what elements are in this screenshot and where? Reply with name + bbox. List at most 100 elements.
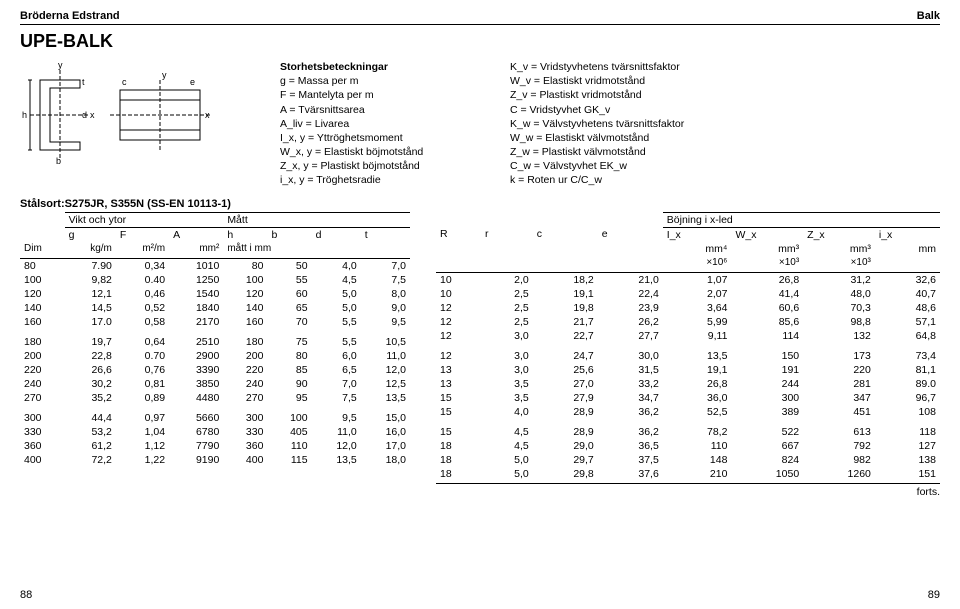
table-cell: 180 [20, 335, 65, 349]
legend-r1: W_v = Elastiskt vridmotstånd [510, 74, 770, 88]
table-cell: 50 [267, 258, 311, 273]
table-cell: 1,04 [116, 425, 169, 439]
legend-title: Storhetsbeteckningar [280, 60, 510, 74]
table-cell: 19,8 [533, 301, 598, 315]
table-cell: 270 [20, 391, 65, 405]
table-cell: 70,3 [803, 301, 875, 315]
svg-text:e: e [190, 77, 195, 87]
table-cell: 240 [20, 377, 65, 391]
table-cell: 330 [223, 425, 267, 439]
table-row: 123,022,727,79,1111413264,8 [436, 329, 940, 343]
table-cell: 12,0 [312, 439, 361, 453]
table-cell: 55 [267, 273, 311, 287]
table-cell: 9,82 [65, 273, 116, 287]
col-header [20, 227, 65, 242]
table-row: 27035,20,894480270957,513,5 [20, 391, 410, 405]
legend-l2: A = Tvärsnittsarea [280, 103, 510, 117]
col-header: A [169, 227, 223, 242]
unit-cell: mm³ [803, 242, 875, 256]
table-cell: 5,99 [663, 315, 732, 329]
table-row: 16017.00,582170160705,59,5 [20, 315, 410, 329]
svg-text:y: y [58, 60, 63, 70]
table-cell: 22,7 [533, 329, 598, 343]
table-row: 12012,10,461540120605,08,0 [20, 287, 410, 301]
table-row: 133,025,631,519,119122081,1 [436, 363, 940, 377]
table-cell: 81,1 [875, 363, 940, 377]
table-cell: 0,97 [116, 411, 169, 425]
table-row: 24030,20,813850240907,012,5 [20, 377, 410, 391]
table-cell: 3,5 [481, 391, 533, 405]
table-cell: 114 [731, 329, 803, 343]
legend-l6: Z_x, y = Plastiskt böjmotstånd [280, 159, 510, 173]
table-row: 123,024,730,013,515017373,4 [436, 349, 940, 363]
svg-text:x: x [205, 110, 210, 120]
table-cell: 3,64 [663, 301, 732, 315]
legend-r0: K_v = Vridstyvhetens tvärsnittsfaktor [510, 60, 770, 74]
table-cell: 17.0 [65, 315, 116, 329]
table-cell: 281 [803, 377, 875, 391]
table-cell: 18 [436, 439, 481, 453]
table-cell: 4,5 [481, 425, 533, 439]
col-header: Z_x [803, 227, 875, 242]
table-cell: 15 [436, 391, 481, 405]
table-cell: 19,7 [65, 335, 116, 349]
table-cell: 16,0 [361, 425, 410, 439]
table-cell: 9,11 [663, 329, 732, 343]
unit-cell: ×10³ [731, 256, 803, 273]
col-header: I_x [663, 227, 732, 242]
table-row: 36061,21,12779036011012,017,0 [20, 439, 410, 453]
table-row: 185,029,837,621010501260151 [436, 467, 940, 481]
table-cell: 18,2 [533, 272, 598, 287]
table-cell: 667 [731, 439, 803, 453]
table-cell: 1,07 [663, 272, 732, 287]
table-cell: 1050 [731, 467, 803, 481]
unit-cell: Dim [20, 242, 65, 259]
table-cell: 5,0 [481, 453, 533, 467]
table-cell: 31,2 [803, 272, 875, 287]
table-cell: 60,6 [731, 301, 803, 315]
unit-cell: mm [875, 242, 940, 256]
table-cell: 13 [436, 377, 481, 391]
unit-cell [481, 256, 533, 273]
table-cell: 5,5 [312, 315, 361, 329]
table-row: 30044,40,9756603001009,515,0 [20, 411, 410, 425]
table-cell: 30,0 [598, 349, 663, 363]
table-cell: 61,2 [65, 439, 116, 453]
table-cell: 2,5 [481, 315, 533, 329]
table-cell: 52,5 [663, 405, 732, 419]
table-cell: 17,0 [361, 439, 410, 453]
table-cell: 21,0 [598, 272, 663, 287]
col-header: r [481, 227, 533, 242]
table-cell: 7,0 [312, 377, 361, 391]
table-cell: 40,7 [875, 287, 940, 301]
legend-r8: k = Roten ur C/C_w [510, 173, 770, 187]
table-cell: 0.40 [116, 273, 169, 287]
table-cell: 22,8 [65, 349, 116, 363]
table-row: 14014,50,521840140655,09,0 [20, 301, 410, 315]
table-cell: 200 [223, 349, 267, 363]
table-cell: 4,5 [481, 439, 533, 453]
table-cell: 80 [267, 349, 311, 363]
unit-cell: ×10³ [803, 256, 875, 273]
col-header: e [598, 227, 663, 242]
table-cell: 48,0 [803, 287, 875, 301]
table-cell: 36,2 [598, 425, 663, 439]
table-cell: 27,0 [533, 377, 598, 391]
table-row: 133,527,033,226,824428189.0 [436, 377, 940, 391]
table-cell: 35,2 [65, 391, 116, 405]
table-cell: 36,2 [598, 405, 663, 419]
table-cell: 118 [875, 425, 940, 439]
table-cell: 2510 [169, 335, 223, 349]
table-cell: 100 [223, 273, 267, 287]
table-cell: 75 [267, 335, 311, 349]
table-cell: 37,6 [598, 467, 663, 481]
table-cell: 13,5 [361, 391, 410, 405]
table-cell: 26,8 [663, 377, 732, 391]
table-cell: 1010 [169, 258, 223, 273]
table-cell: 4,5 [312, 273, 361, 287]
table-cell: 100 [20, 273, 65, 287]
table-cell: 0,81 [116, 377, 169, 391]
table-cell: 5,5 [312, 335, 361, 349]
table-cell: 4,0 [312, 258, 361, 273]
table-cell: 0,34 [116, 258, 169, 273]
